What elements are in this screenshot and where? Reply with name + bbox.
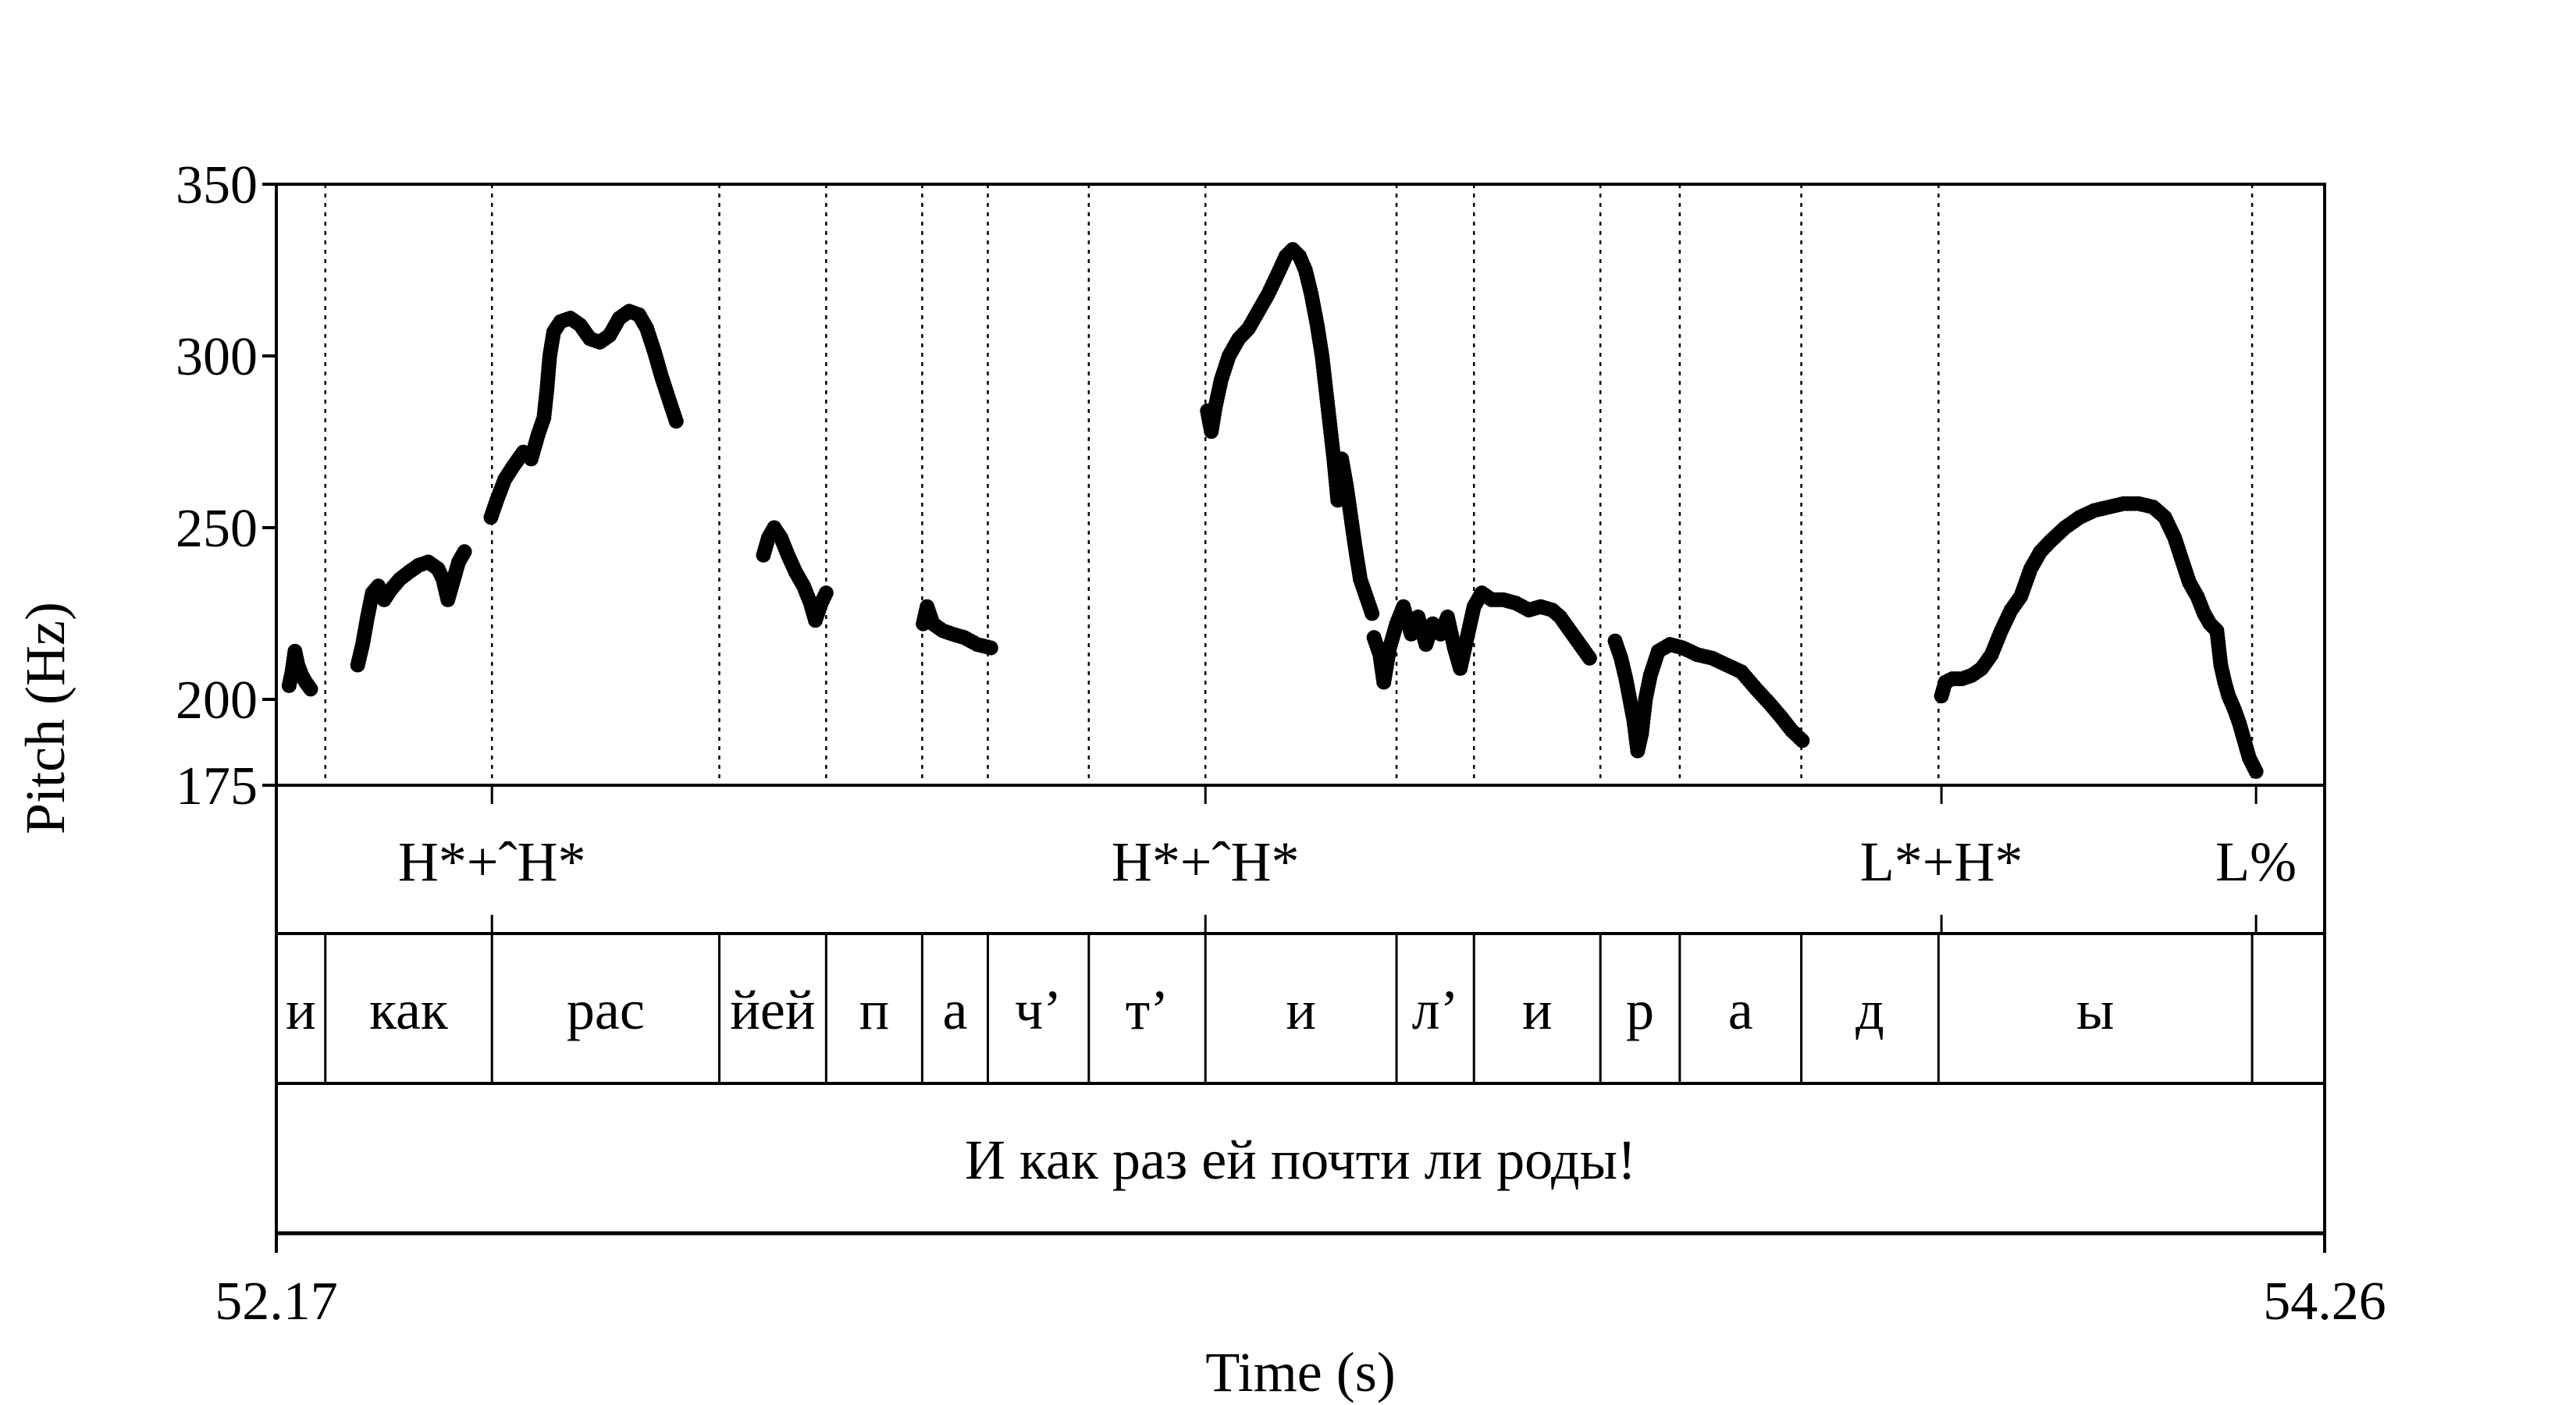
- pitch-point: [303, 681, 318, 697]
- y-tick-label: 200: [176, 670, 258, 731]
- pitch-point: [2248, 763, 2264, 779]
- tier-boundary-lines: [324, 184, 2254, 785]
- pitch-panel-frame: [275, 183, 2326, 787]
- segment-label: рас: [567, 979, 645, 1041]
- segment-tier: и как рас йей п а ч’ т’ и л’ и р а д ы: [286, 934, 2254, 1083]
- pitch-point: [983, 640, 998, 656]
- pitch-track: [281, 242, 2264, 779]
- x-tick-label: 52.17: [215, 1272, 338, 1332]
- segment-label: и: [1286, 979, 1316, 1041]
- segment-label: р: [1626, 979, 1654, 1041]
- segment-label: а: [942, 979, 967, 1041]
- y-tick-label: 175: [176, 756, 258, 816]
- pitch-point: [457, 544, 472, 560]
- tone-label: L%: [2215, 831, 2297, 893]
- y-axis-label: Pitch (Hz): [14, 602, 76, 834]
- segment-label: д: [1856, 979, 1884, 1041]
- segment-label: т’: [1126, 979, 1169, 1041]
- y-tick-label: 250: [176, 499, 258, 559]
- segment-label: п: [859, 979, 890, 1041]
- segment-label: л’: [1412, 979, 1459, 1041]
- segment-label: и: [1522, 979, 1553, 1041]
- segment-label: а: [1728, 979, 1753, 1041]
- utterance-text: И как раз ей почти ли роды!: [965, 1129, 1636, 1191]
- y-axis: 175 200 250 300 350: [176, 155, 276, 816]
- y-tick-label: 300: [176, 327, 258, 387]
- tone-tier: H*+ˆH* H*+ˆH* L*+H* L%: [398, 785, 2297, 934]
- segment-label: ы: [2076, 979, 2114, 1041]
- segment-label: ч’: [1015, 979, 1062, 1041]
- pitch-point: [818, 585, 834, 601]
- pitch-point: [1582, 650, 1597, 666]
- pitch-point: [1364, 606, 1380, 621]
- pitch-point: [668, 414, 684, 429]
- pitch-point: [1795, 733, 1810, 749]
- x-axis: 52.17 54.26: [215, 1233, 2386, 1332]
- x-axis-label: Time (s): [1205, 1341, 1395, 1403]
- y-tick-label: 350: [176, 155, 258, 215]
- segment-label: йей: [730, 979, 815, 1041]
- tone-label: H*+ˆH*: [398, 831, 586, 893]
- tone-label: L*+H*: [1860, 831, 2023, 893]
- segment-label: и: [286, 979, 316, 1041]
- x-tick-label: 54.26: [2263, 1272, 2386, 1332]
- tone-label: H*+ˆH*: [1112, 831, 1300, 893]
- segment-label: как: [369, 979, 449, 1041]
